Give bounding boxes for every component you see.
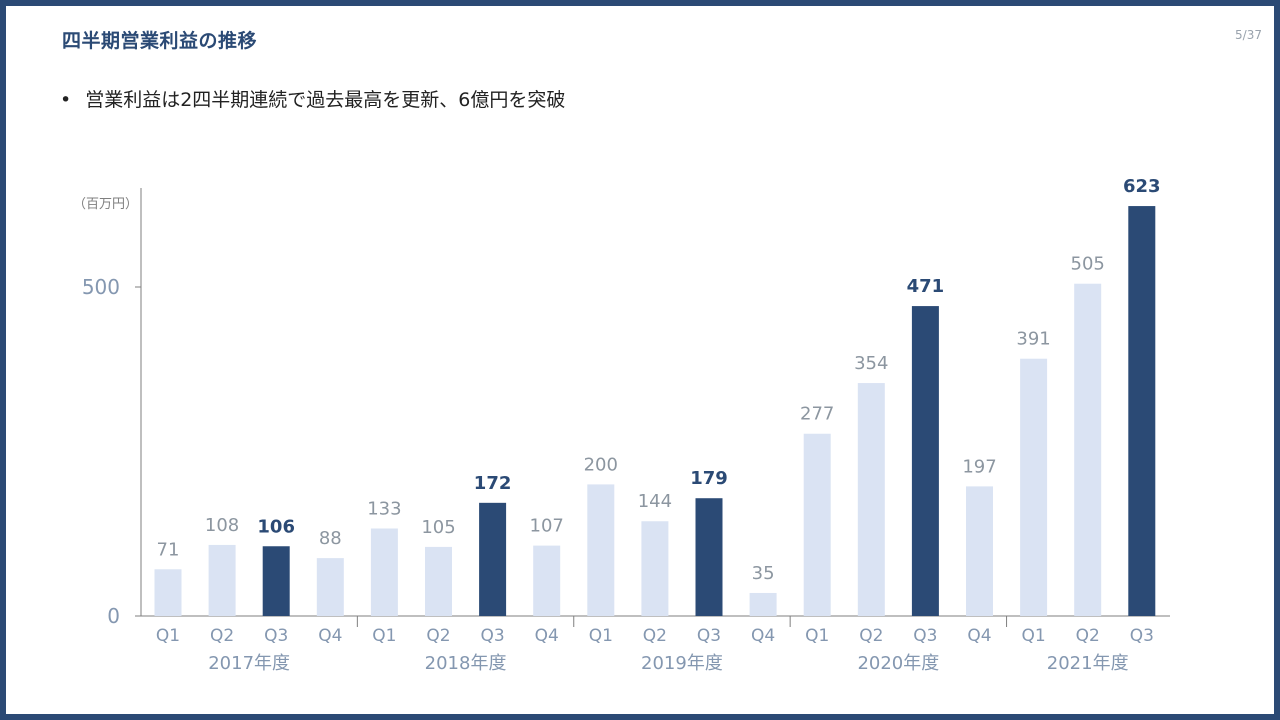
data-label: 71 [157,539,180,560]
x-tick-label: Q3 [264,626,288,646]
data-label: 108 [205,515,239,536]
x-group-label: 2019年度 [641,653,723,674]
x-tick-label: Q1 [156,626,180,646]
x-tick-label: Q1 [372,626,396,646]
bar [262,546,290,616]
x-tick-label: Q1 [805,626,829,646]
data-label: 354 [854,353,888,374]
bar [479,502,507,616]
bar [695,498,723,616]
data-label: 179 [690,468,728,489]
data-label: 88 [319,528,342,549]
bar [370,528,398,616]
x-tick-label: Q2 [643,626,667,646]
bar [966,486,993,616]
x-tick-label: Q1 [1021,626,1045,646]
bar [803,433,831,616]
data-label: 105 [421,517,455,538]
data-label: 172 [474,473,512,494]
bullet-dot-icon: • [60,89,72,111]
bar [1074,283,1102,616]
data-label: 391 [1016,329,1050,350]
data-label: 277 [800,404,834,425]
x-tick-label: Q2 [210,626,234,646]
data-label: 505 [1071,254,1105,275]
data-label: 197 [962,456,996,477]
x-tick-label: Q3 [913,626,937,646]
bar [533,545,561,616]
x-group-label: 2021年度 [1047,653,1129,674]
bar [154,569,182,616]
x-tick-label: Q2 [859,626,883,646]
data-label: 133 [367,498,401,519]
data-label: 471 [907,276,945,297]
data-label: 106 [257,516,295,537]
y-tick-label: 500 [82,275,120,299]
data-label: 200 [584,454,618,475]
x-tick-label: Q4 [535,626,559,646]
bullet-text: 営業利益は2四半期連続で過去最高を更新、6億円を突破 [85,89,566,111]
x-group-label: 2020年度 [857,653,939,674]
bar [1128,206,1156,617]
x-tick-label: Q4 [318,626,342,646]
bar [208,544,236,616]
bar [641,521,669,616]
bar [911,306,939,616]
page-number: 5/37 [1235,28,1262,42]
x-tick-label: Q3 [1130,626,1154,646]
bar [425,546,452,616]
bar [857,383,885,616]
bar [749,592,777,616]
bar [1020,358,1048,616]
data-label: 35 [752,563,775,584]
data-label: 623 [1123,176,1161,197]
x-tick-label: Q1 [589,626,613,646]
x-tick-label: Q2 [426,626,450,646]
bullet-item: • 営業利益は2四半期連続で過去最高を更新、6億円を突破 [60,85,565,112]
bar [316,558,344,616]
x-group-label: 2018年度 [425,653,507,674]
x-tick-label: Q4 [967,626,991,646]
x-tick-label: Q3 [480,626,504,646]
x-tick-label: Q4 [751,626,775,646]
x-group-label: 2017年度 [208,653,290,674]
data-label: 144 [638,491,672,512]
x-tick-label: Q2 [1076,626,1100,646]
y-unit-label: （百万円） [73,197,138,212]
bar [587,484,615,616]
x-tick-label: Q3 [697,626,721,646]
data-label: 107 [530,516,564,537]
y-tick-label: 0 [107,604,120,628]
slide-title: 四半期営業利益の推移 [62,30,258,52]
